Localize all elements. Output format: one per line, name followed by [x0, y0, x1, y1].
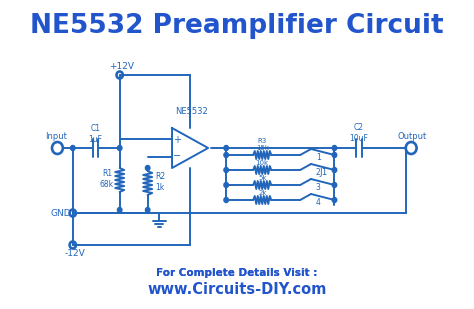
- Circle shape: [224, 167, 228, 172]
- Text: www.Circuits-DIY.com: www.Circuits-DIY.com: [147, 281, 327, 297]
- Text: -12V: -12V: [64, 249, 85, 259]
- Text: R5
5k: R5 5k: [258, 167, 267, 180]
- Text: NE5532: NE5532: [175, 107, 208, 116]
- Circle shape: [332, 146, 337, 150]
- Circle shape: [332, 167, 337, 172]
- Text: R4
10k: R4 10k: [255, 153, 269, 166]
- Text: For Complete Details Visit :: For Complete Details Visit :: [156, 268, 318, 278]
- Circle shape: [118, 146, 122, 150]
- Text: 4: 4: [316, 197, 320, 206]
- Text: NE5532 Preamplifier Circuit: NE5532 Preamplifier Circuit: [30, 13, 444, 39]
- Circle shape: [71, 146, 75, 150]
- Text: R2
1k: R2 1k: [155, 172, 165, 192]
- Text: GND: GND: [51, 209, 72, 218]
- Text: R1
68k: R1 68k: [100, 169, 114, 189]
- Text: +: +: [173, 135, 182, 145]
- Circle shape: [224, 183, 228, 188]
- Circle shape: [224, 197, 228, 202]
- Text: C1
1uF: C1 1uF: [88, 124, 102, 144]
- Circle shape: [224, 146, 228, 150]
- Circle shape: [332, 153, 337, 158]
- Text: 1: 1: [316, 153, 320, 162]
- Text: −: −: [173, 151, 182, 161]
- Text: J1: J1: [319, 167, 328, 176]
- Text: Input: Input: [46, 132, 67, 141]
- Circle shape: [146, 166, 150, 171]
- Circle shape: [146, 208, 150, 213]
- Circle shape: [224, 153, 228, 158]
- Circle shape: [332, 197, 337, 202]
- Text: R6
2k: R6 2k: [258, 183, 267, 196]
- Text: R3
15k: R3 15k: [256, 138, 269, 150]
- Text: +12V: +12V: [109, 61, 134, 70]
- Circle shape: [118, 208, 122, 213]
- Text: 3: 3: [316, 183, 320, 192]
- Text: For Complete Details Visit :: For Complete Details Visit :: [156, 268, 318, 278]
- Text: Output: Output: [397, 132, 427, 141]
- Text: 2: 2: [316, 167, 320, 176]
- Circle shape: [332, 183, 337, 188]
- Text: C2
10uF: C2 10uF: [349, 123, 368, 143]
